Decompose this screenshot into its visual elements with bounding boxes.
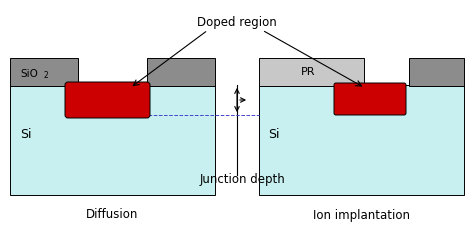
Text: Si: Si — [20, 129, 31, 141]
Text: PR: PR — [301, 67, 315, 77]
FancyBboxPatch shape — [334, 83, 406, 115]
Bar — [10, 85, 215, 195]
Bar — [409, 58, 464, 86]
Text: 2: 2 — [44, 71, 49, 81]
FancyBboxPatch shape — [65, 82, 150, 118]
Text: Ion implantation: Ion implantation — [313, 208, 410, 222]
Bar — [259, 58, 364, 86]
Text: Diffusion: Diffusion — [86, 208, 138, 222]
Bar — [10, 58, 78, 86]
Text: SiO: SiO — [20, 69, 38, 79]
Text: Doped region: Doped region — [197, 16, 277, 28]
Text: Junction depth: Junction depth — [200, 173, 286, 187]
Bar — [147, 58, 215, 86]
Text: Si: Si — [268, 129, 280, 141]
Bar — [259, 85, 464, 195]
